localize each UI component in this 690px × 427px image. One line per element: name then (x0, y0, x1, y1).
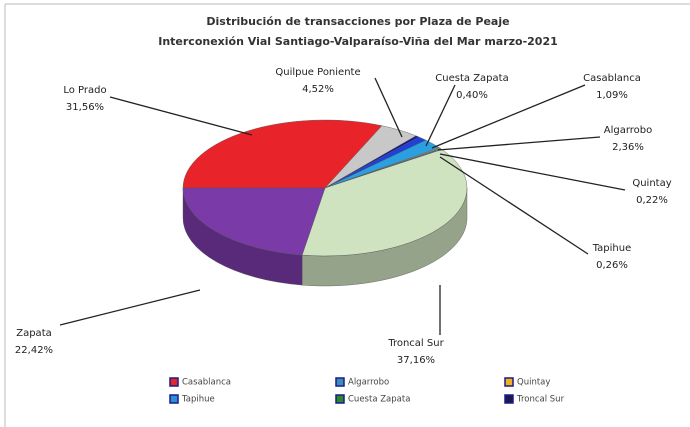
leader-line (59, 289, 201, 326)
value-label: 22,42% (15, 345, 53, 356)
slice-label: Quintay (632, 178, 671, 189)
leader-line (374, 77, 403, 138)
value-label: 0,22% (636, 195, 668, 206)
legend-label: Cuesta Zapata (348, 395, 410, 405)
legend-label: Tapihue (181, 395, 215, 405)
legend-swatch (504, 377, 514, 387)
chart-subtitle: Interconexión Vial Santiago-Valparaíso-V… (158, 35, 558, 48)
value-label: 0,26% (596, 260, 628, 271)
slice (182, 187, 326, 256)
legend-label: Quintay (517, 378, 550, 388)
leader-line (109, 96, 253, 136)
leader-line (439, 156, 589, 255)
leader-line (431, 84, 586, 149)
value-label: 4,52% (302, 84, 334, 95)
legend-swatch (335, 394, 345, 404)
slice-label: Zapata (16, 328, 52, 339)
value-label: 37,16% (397, 355, 435, 366)
slice-label: Casablanca (583, 73, 641, 84)
leader-line (439, 153, 626, 191)
value-label: 31,56% (66, 102, 104, 113)
chart-title: Distribución de transacciones por Plaza … (206, 15, 509, 28)
leader-line (437, 136, 601, 151)
leader-line (425, 84, 456, 147)
legend-swatch (169, 394, 179, 404)
slice (182, 119, 383, 189)
slice-label: Algarrobo (604, 125, 653, 136)
legend-swatch (504, 394, 514, 404)
value-label: 2,36% (612, 142, 644, 153)
slice-label: Lo Prado (63, 85, 106, 96)
value-label: 0,40% (456, 90, 488, 101)
legend-label: Troncal Sur (516, 395, 565, 405)
slice-label: Cuesta Zapata (435, 73, 508, 84)
value-label: 1,09% (596, 90, 628, 101)
slice-label: Tapihue (592, 243, 632, 254)
slice (301, 149, 468, 257)
slice-label: Quilpue Poniente (275, 67, 360, 78)
slice-label: Troncal Sur (387, 338, 444, 349)
legend-swatch (335, 377, 345, 387)
legend-label: Casablanca (182, 378, 231, 388)
legend-label: Algarrobo (348, 378, 389, 388)
legend-swatch (169, 377, 179, 387)
